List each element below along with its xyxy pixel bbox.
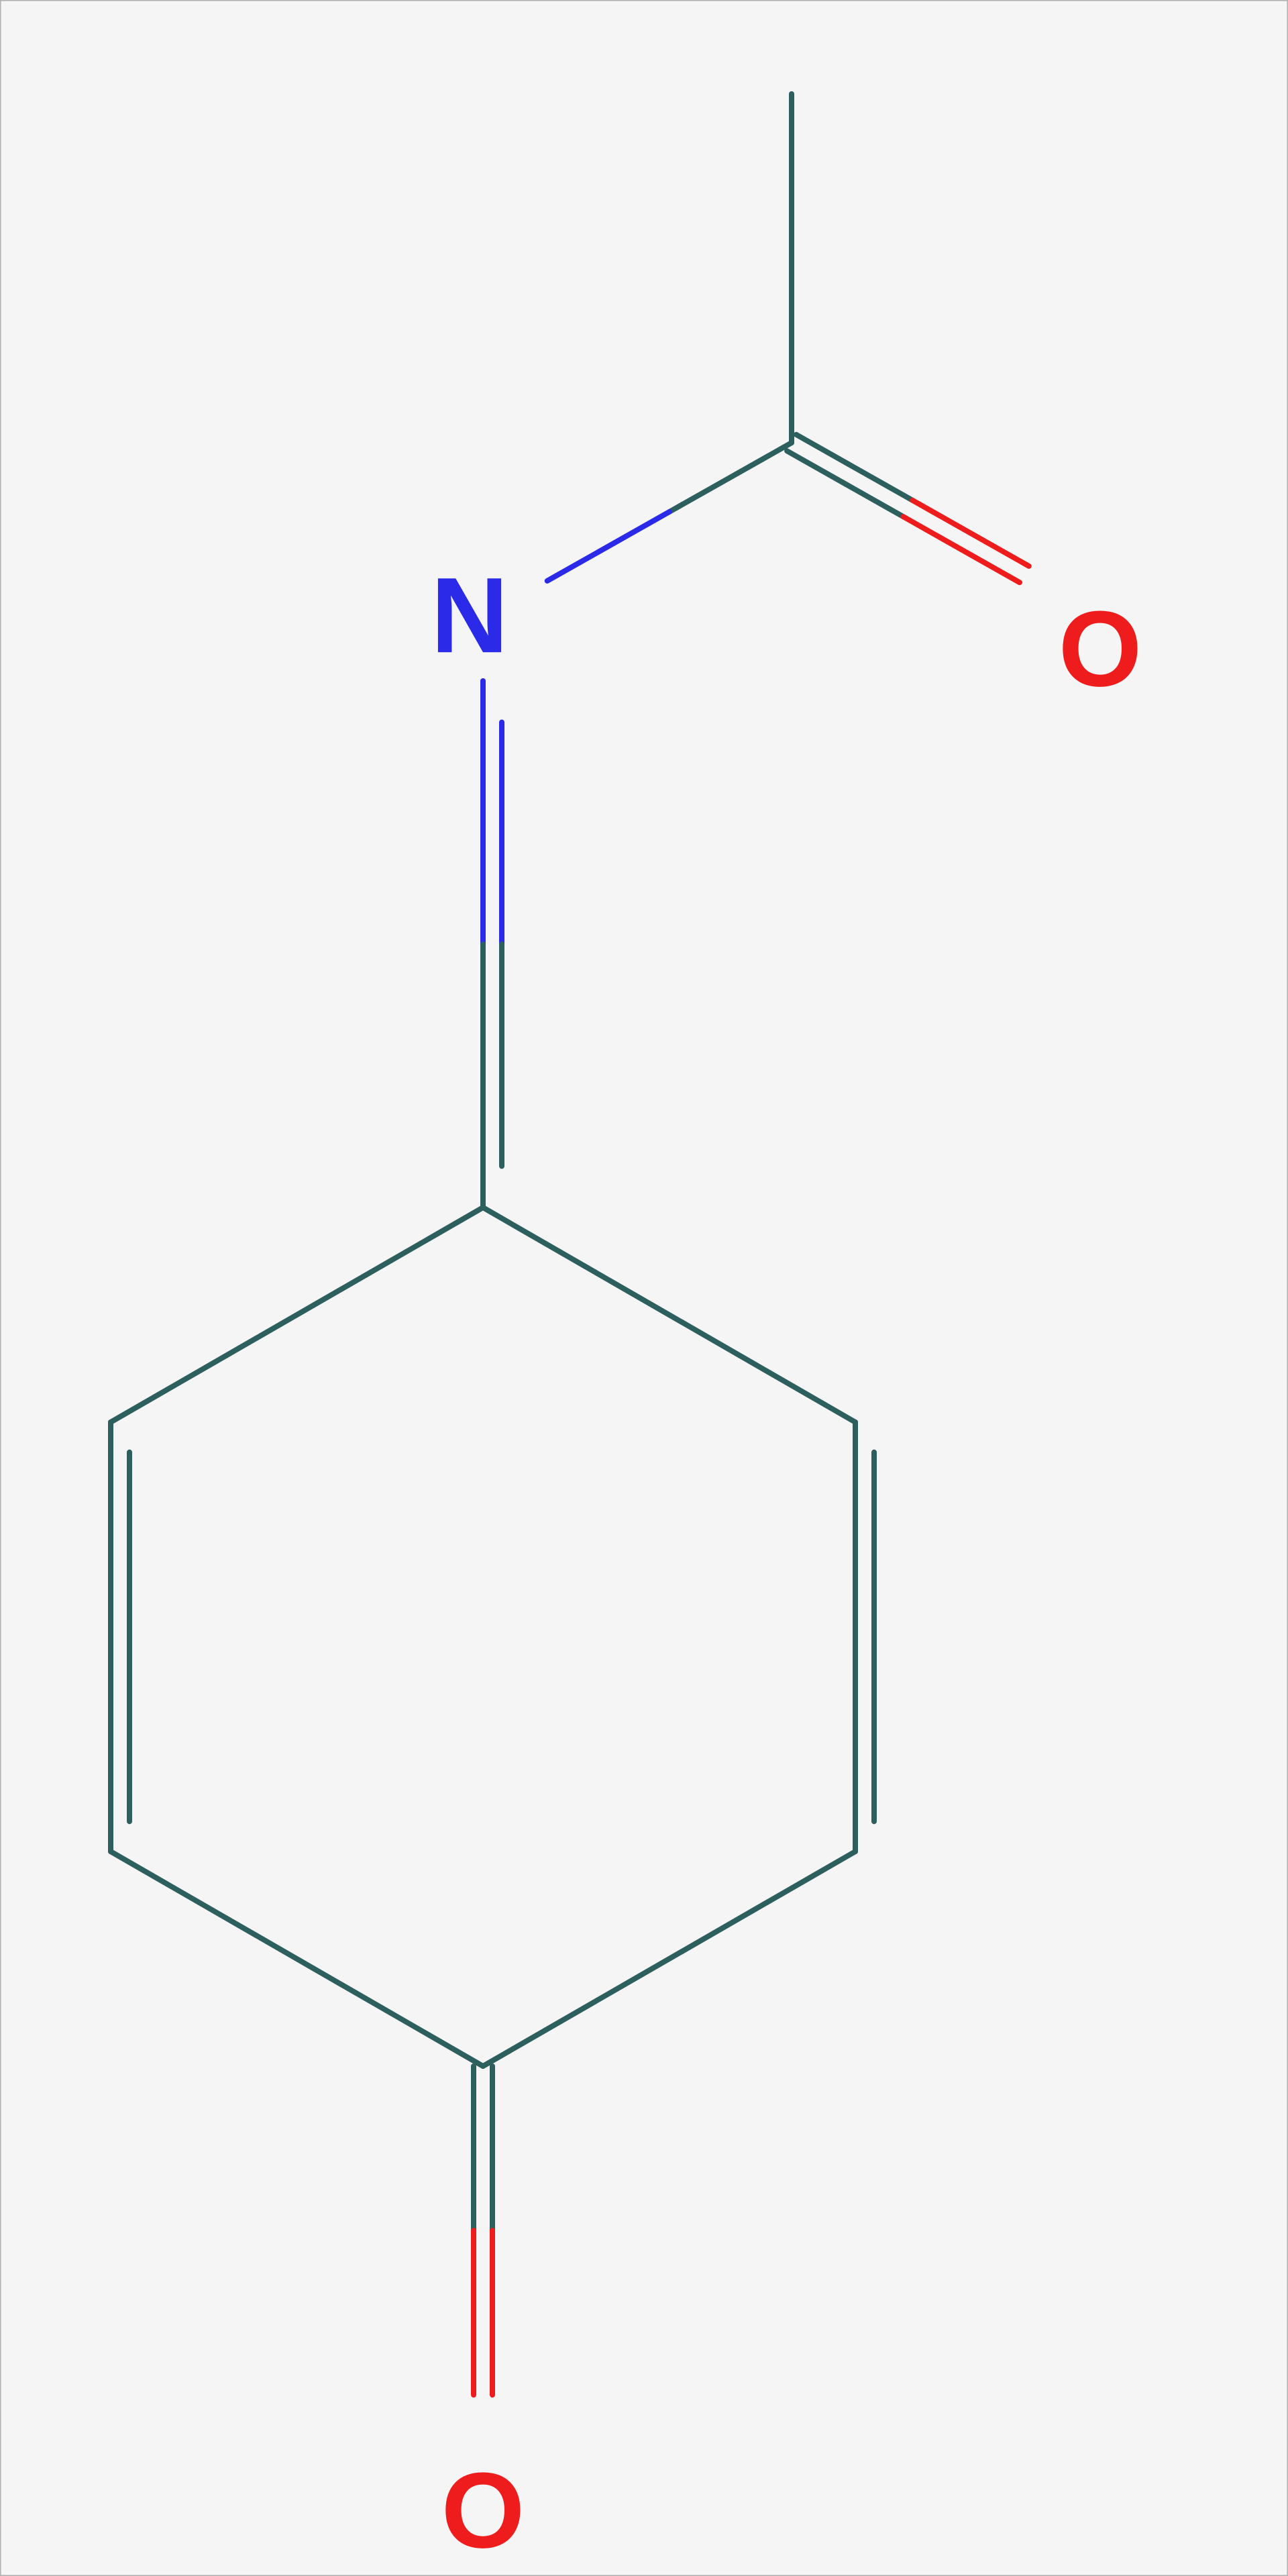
atom-label: N	[431, 555, 508, 675]
atom-label: O	[1059, 588, 1142, 708]
background-rect	[0, 0, 1288, 2576]
atom-label: O	[441, 2450, 525, 2570]
molecule-svg: O N O	[0, 0, 1288, 2576]
molecule-diagram: O N O	[0, 0, 1288, 2576]
